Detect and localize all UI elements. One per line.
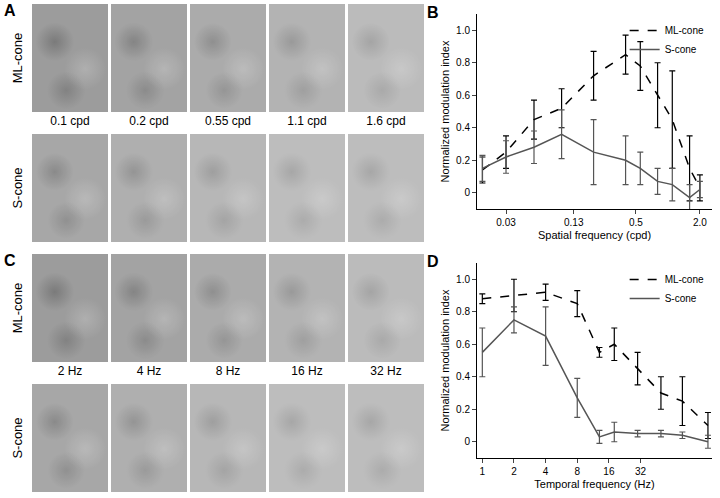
svg-text:8: 8 (574, 466, 580, 477)
svg-text:D: D (427, 253, 439, 270)
svg-text:Temporal frequency (Hz): Temporal frequency (Hz) (534, 478, 654, 490)
svg-text:32: 32 (635, 466, 647, 477)
svg-text:0.13: 0.13 (564, 217, 584, 228)
svg-text:0.4: 0.4 (456, 371, 470, 382)
svg-text:S-cone: S-cone (665, 44, 697, 55)
svg-text:0: 0 (464, 436, 470, 447)
svg-text:B: B (427, 4, 439, 21)
html-text:2 Hz: 2 Hz (57, 364, 83, 378)
svg-text:0.5: 0.5 (629, 217, 643, 228)
html-text:16 Hz: 16 Hz (291, 364, 323, 378)
svg-text:Normalized modulation index: Normalized modulation index (439, 40, 451, 182)
svg-text:Spatial frequency (cpd): Spatial frequency (cpd) (538, 229, 651, 241)
svg-text:0.8: 0.8 (456, 57, 470, 68)
html-text:A: A (4, 2, 16, 19)
svg-text:ML-cone: ML-cone (665, 274, 704, 285)
svg-text:0.4: 0.4 (456, 122, 470, 133)
html-text:0.1 cpd: 0.1 cpd (50, 114, 90, 128)
svg-text:0.6: 0.6 (456, 339, 470, 350)
svg-text:1.0: 1.0 (456, 274, 470, 285)
svg-text:S-cone: S-cone (665, 293, 697, 304)
svg-text:0.6: 0.6 (456, 90, 470, 101)
svg-text:16: 16 (603, 466, 615, 477)
html-text:C: C (4, 252, 16, 269)
svg-text:2: 2 (511, 466, 517, 477)
svg-text:0.2: 0.2 (456, 404, 470, 415)
html-text:1.1 cpd: 1.1 cpd (287, 114, 327, 128)
svg-text:0.03: 0.03 (496, 217, 516, 228)
svg-text:0.8: 0.8 (456, 306, 470, 317)
svg-text:2.0: 2.0 (693, 217, 707, 228)
svg-text:Normalized modulation index: Normalized modulation index (439, 289, 451, 431)
svg-text:0.2: 0.2 (456, 155, 470, 166)
html-text:ML-cone: ML-cone (10, 32, 25, 84)
svg-text:1: 1 (480, 466, 486, 477)
svg-text:ML-cone: ML-cone (665, 25, 704, 36)
html-text:ML-cone: ML-cone (10, 282, 25, 334)
svg-text:0: 0 (464, 187, 470, 198)
html-text:S-cone: S-cone (10, 417, 25, 459)
html-text:1.6 cpd: 1.6 cpd (366, 114, 406, 128)
svg-text:4: 4 (543, 466, 549, 477)
html-text:0.55 cpd: 0.55 cpd (205, 114, 251, 128)
html-text:4 Hz: 4 Hz (136, 364, 162, 378)
html-text:S-cone: S-cone (10, 167, 25, 209)
html-text:8 Hz: 8 Hz (215, 364, 241, 378)
svg-text:1.0: 1.0 (456, 25, 470, 36)
html-text:0.2 cpd: 0.2 cpd (129, 114, 169, 128)
html-text:32 Hz: 32 Hz (370, 364, 402, 378)
